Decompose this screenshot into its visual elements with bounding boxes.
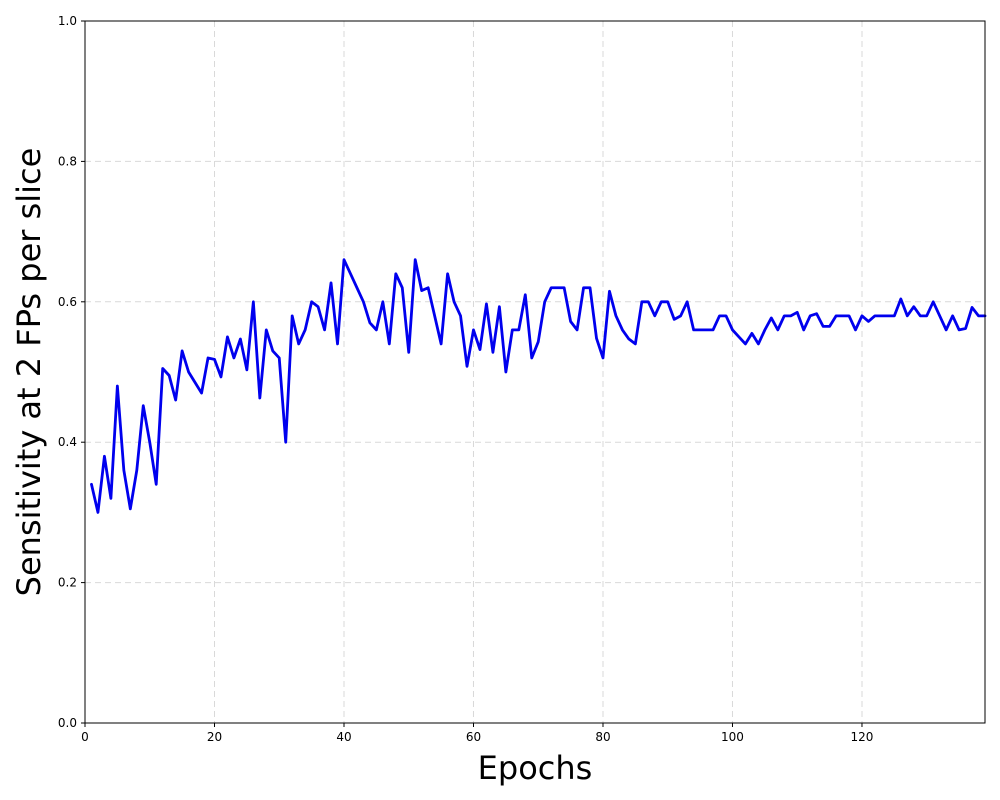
x-axis: 0 20 40 60 80 100 120 [81,723,873,744]
series-layer [90,258,987,514]
x-tick-label: 120 [851,730,874,744]
series-line [90,258,987,514]
y-tick-label: 0.6 [58,295,77,309]
y-tick-label: 0.8 [58,154,77,168]
x-tick-label: 40 [336,730,351,744]
plot-frame [84,20,986,724]
x-tick-label: 100 [721,730,744,744]
y-tick-label: 0.4 [58,435,77,449]
y-tick-label: 0.2 [58,576,77,590]
y-axis: 0.0 0.2 0.4 0.6 0.8 1.0 [58,14,85,730]
y-tick-label: 0.0 [58,716,77,730]
y-axis-title: Sensitivity at 2 FPs per slice [10,148,48,597]
x-tick-label: 60 [466,730,481,744]
x-tick-label: 0 [81,730,89,744]
y-tick-label: 1.0 [58,14,77,28]
x-tick-label: 20 [207,730,222,744]
x-axis-title: Epochs [478,749,593,787]
x-tick-label: 80 [595,730,610,744]
